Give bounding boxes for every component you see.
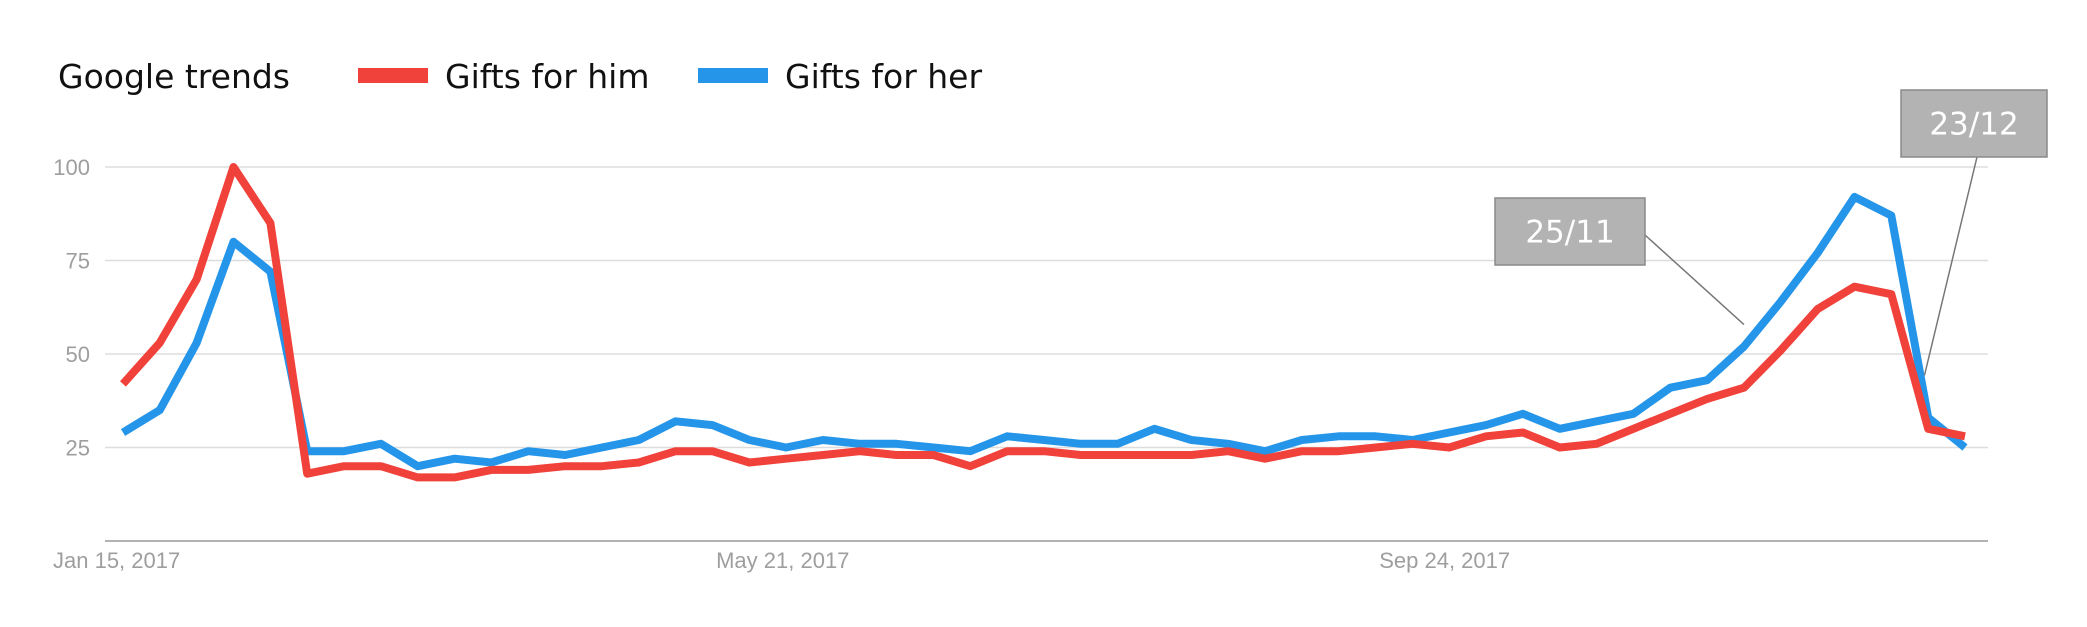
callout-pointer (1923, 156, 1978, 376)
callout-box (1900, 89, 2048, 158)
gridlines (105, 166, 1988, 542)
y-tick-label: 50 (66, 342, 90, 367)
x-axis-ticks: Jan 15, 2017 May 21, 2017 Sep 24, 2017 (53, 548, 1510, 573)
legend-swatch-2 (698, 68, 768, 83)
y-tick-label: 75 (66, 249, 90, 274)
series-line-gifts-for-him (120, 163, 1966, 482)
chart-title: Google trends (58, 57, 290, 96)
series-lines (120, 163, 1968, 482)
y-tick-label: 25 (66, 436, 90, 461)
x-tick-label: Jan 15, 2017 (53, 548, 180, 573)
legend-label-1: Gifts for him (445, 57, 650, 96)
x-tick-label: Sep 24, 2017 (1379, 548, 1510, 573)
callout-label: 23/12 (1929, 107, 2018, 143)
legend: Google trends Gifts for him Gifts for her (58, 57, 982, 96)
callout-label: 25/11 (1525, 215, 1614, 251)
callout-box (1494, 197, 1646, 266)
series-line-gifts-for-her (120, 192, 1968, 471)
legend-swatch-1 (358, 68, 428, 83)
legend-label-2: Gifts for her (785, 57, 982, 96)
y-axis-ticks: 100 75 50 25 (53, 155, 90, 461)
callout-pointer (1644, 234, 1745, 326)
x-tick-label: May 21, 2017 (716, 548, 849, 573)
callouts: 25/11 23/12 (1494, 89, 2048, 376)
y-tick-label: 100 (53, 155, 90, 180)
